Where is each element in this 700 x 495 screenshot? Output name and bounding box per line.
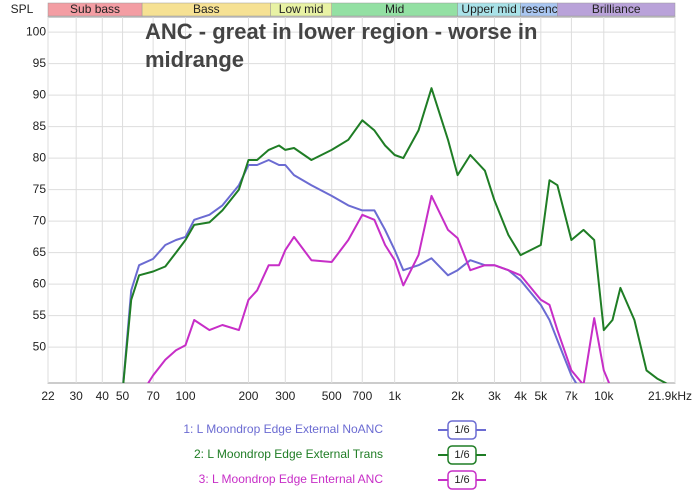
legend-smoothing: 1/6 xyxy=(454,474,469,486)
series-line xyxy=(122,159,578,383)
x-tick-label: 100 xyxy=(176,389,196,403)
y-tick-label: 80 xyxy=(33,150,47,164)
band-label: Mid xyxy=(385,2,404,16)
legend-label: 2: L Moondrop Edge External Trans xyxy=(194,447,383,461)
x-tick-label: 7k xyxy=(565,389,579,403)
x-tick-label: 200 xyxy=(238,389,258,403)
band-label: Presence xyxy=(514,2,565,16)
plot-area xyxy=(47,16,676,384)
band-label: Low mid xyxy=(279,2,324,16)
y-tick-label: 60 xyxy=(33,276,47,290)
x-tick-label: 1k xyxy=(388,389,402,403)
band-label: Bass xyxy=(193,2,220,16)
x-tick-label: 4k xyxy=(514,389,528,403)
chart-title: ANC - great in lower region - worse in m… xyxy=(145,19,538,72)
x-tick-label: 3k xyxy=(488,389,502,403)
x-tick-label: 50 xyxy=(116,389,130,403)
legend-smoothing: 1/6 xyxy=(454,449,469,461)
x-tick-label: 500 xyxy=(322,389,342,403)
band xyxy=(557,2,676,17)
legend-box xyxy=(447,420,477,440)
x-tick-label: 30 xyxy=(69,389,83,403)
legend-box xyxy=(447,445,477,465)
x-tick-label: 21.9kHz xyxy=(648,389,692,403)
y-tick-label: 90 xyxy=(33,87,47,101)
legend-label: 1: L Moondrop Edge External NoANC xyxy=(183,422,383,436)
x-tick-label: 300 xyxy=(275,389,295,403)
band-label: Upper mid xyxy=(461,2,516,16)
band-label: Sub bass xyxy=(70,2,120,16)
band-label: Brilliance xyxy=(592,2,641,16)
x-tick-label: 70 xyxy=(146,389,160,403)
y-tick-label: 50 xyxy=(33,339,47,353)
y-tick-label: 100 xyxy=(26,24,46,38)
y-tick-label: 65 xyxy=(33,245,47,259)
series-line xyxy=(122,87,668,383)
x-tick-label: 700 xyxy=(352,389,372,403)
y-tick-label: 55 xyxy=(33,308,47,322)
x-tick-label: 2k xyxy=(451,389,465,403)
legend-box xyxy=(447,470,477,490)
x-tick-label: 40 xyxy=(96,389,110,403)
x-tick-label: 22 xyxy=(41,389,55,403)
y-tick-label: 85 xyxy=(33,119,47,133)
legend-smoothing: 1/6 xyxy=(454,424,469,436)
y-tick-label: 95 xyxy=(33,56,47,70)
x-tick-label: 10k xyxy=(594,389,614,403)
y-tick-label: 70 xyxy=(33,213,47,227)
series-line xyxy=(147,194,611,383)
y-axis-label: SPL xyxy=(11,2,34,16)
y-tick-label: 75 xyxy=(33,182,47,196)
x-tick-label: 5k xyxy=(534,389,548,403)
legend-label: 3: L Moondrop Edge Enternal ANC xyxy=(199,472,384,486)
plot-lines xyxy=(122,87,668,383)
